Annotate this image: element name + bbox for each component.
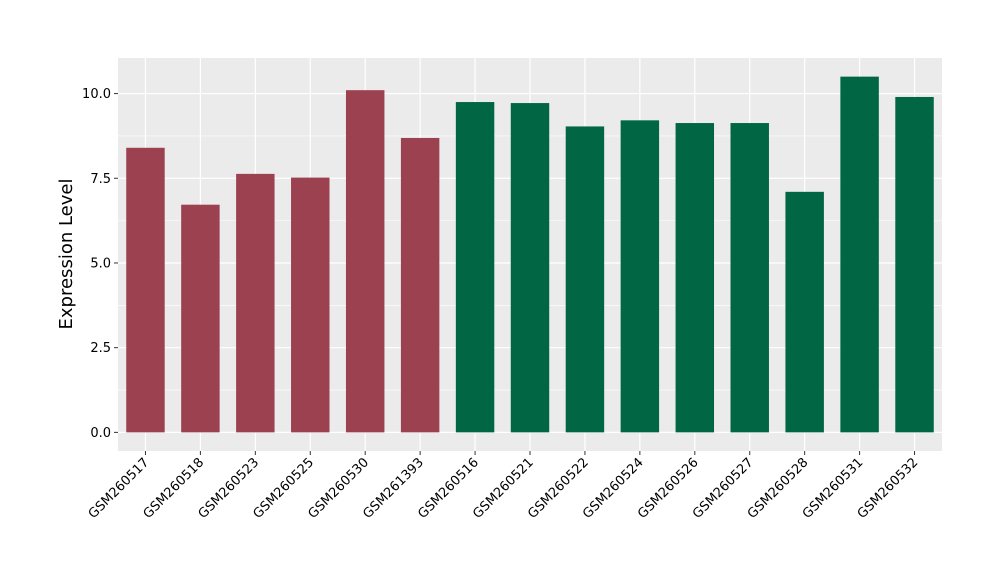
bar-GSM260516 (455, 102, 495, 433)
bar-GSM260522 (565, 126, 605, 433)
bar-GSM261393 (400, 137, 440, 433)
bar-GSM260518 (181, 204, 220, 433)
y-tick-label: 0.0 (90, 426, 111, 441)
bar-GSM260530 (345, 90, 385, 433)
bar-GSM260517 (126, 147, 165, 433)
bar-GSM260527 (730, 123, 769, 433)
bar-GSM260521 (510, 103, 550, 433)
y-tick-label: 10.0 (82, 87, 111, 102)
bar-GSM260524 (620, 120, 660, 433)
bar-GSM260528 (785, 191, 824, 433)
bar-GSM260531 (840, 76, 879, 433)
y-tick-label: 5.0 (90, 256, 111, 271)
y-axis: 0.0 2.5 5.0 7.5 10.0 (82, 87, 118, 441)
y-tick-label: 7.5 (90, 172, 111, 187)
y-axis-label: Expression Level (56, 179, 77, 330)
bars (126, 76, 934, 433)
x-axis: GSM260517GSM260518GSM260523GSM260525GSM2… (86, 451, 921, 522)
y-tick-label: 2.5 (90, 341, 111, 356)
bar-GSM260523 (236, 173, 275, 433)
bar-GSM260525 (291, 177, 330, 433)
bar-GSM260526 (675, 123, 715, 433)
bar-GSM260532 (895, 96, 934, 433)
